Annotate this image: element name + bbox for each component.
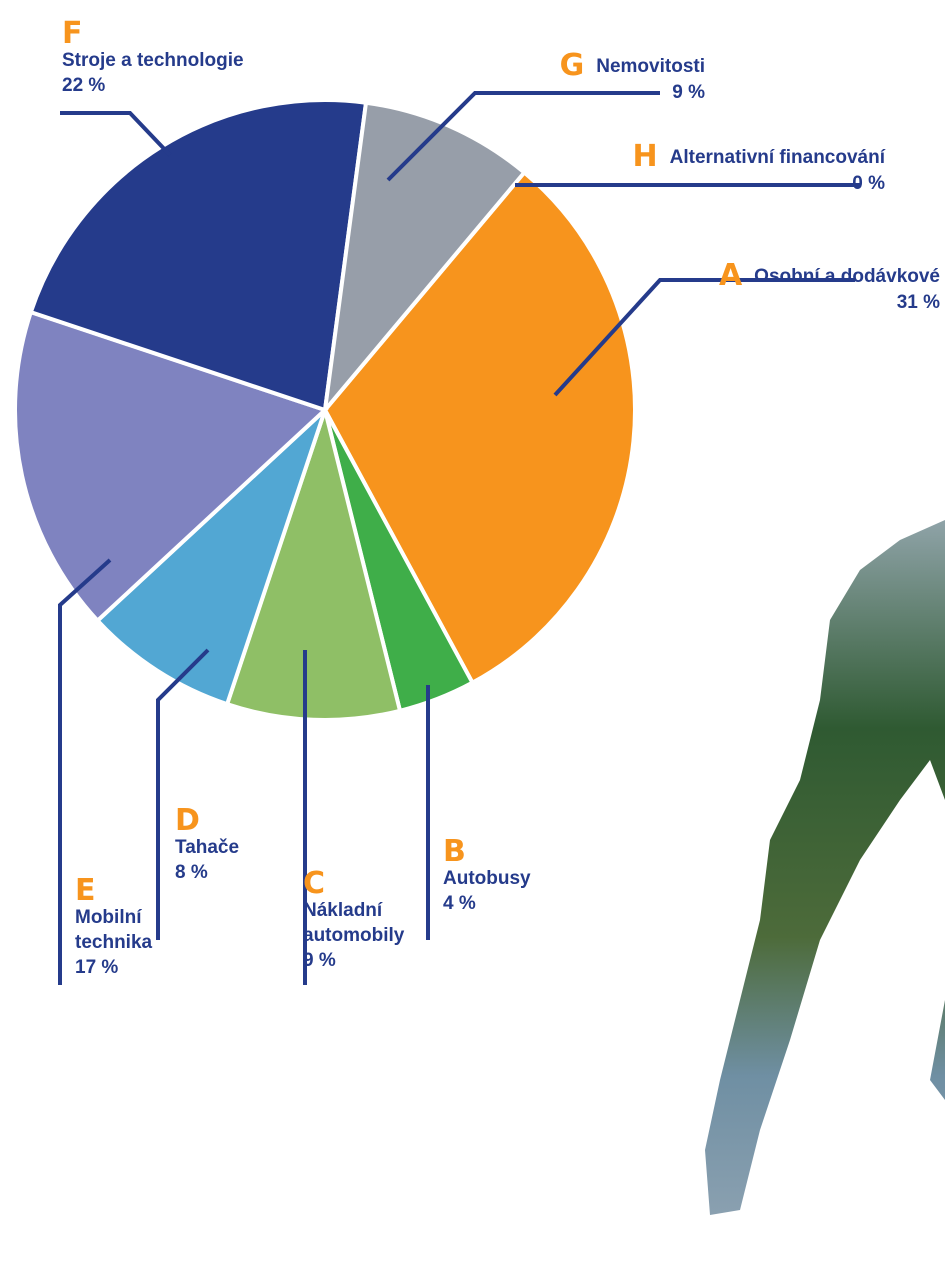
category-label: Alternativní financování <box>669 147 885 168</box>
leader-lines <box>58 91 860 985</box>
category-label: Nemovitosti <box>596 56 705 77</box>
leader-line <box>156 648 210 940</box>
slice-letter: F <box>62 16 83 51</box>
label-line: G Nemovitosti <box>559 48 705 83</box>
decorative-silhouette <box>705 520 945 1215</box>
slice-letter: D <box>175 803 200 838</box>
value-label: 17 % <box>75 957 119 978</box>
leader-line <box>386 91 660 182</box>
value-label: 31 % <box>896 292 940 313</box>
leader-line <box>60 111 172 157</box>
slice-letter: E <box>75 873 96 908</box>
slice-label: H Alternativní financování 0 % <box>632 139 885 196</box>
category-label: Nákladní automobily <box>303 900 405 946</box>
slice-letter: A <box>718 258 743 293</box>
slice-letter: B <box>443 834 466 869</box>
slice-letter: H <box>632 139 658 174</box>
slice-letter: C <box>303 866 326 901</box>
label-line: A Osobní a dodávkové <box>718 258 940 293</box>
slice-label: F Stroje a technologie 22 % <box>62 16 362 98</box>
leader-line <box>58 558 112 985</box>
category-label: Mobilní technika <box>75 907 153 953</box>
value-label: 0 % <box>852 173 885 194</box>
slice-label: G Nemovitosti 9 % <box>559 48 705 105</box>
label-line: H Alternativní financování <box>632 139 885 174</box>
value-label: 22 % <box>62 75 106 96</box>
value-label: 9 % <box>303 950 336 971</box>
category-label: Stroje a technologie <box>62 50 244 71</box>
slice-letter: G <box>559 48 585 83</box>
category-label: Osobní a dodávkové <box>754 266 940 287</box>
category-label: Autobusy <box>443 868 531 889</box>
pie-slice <box>322 169 637 686</box>
pie-slice <box>322 100 528 417</box>
category-label: Tahače <box>175 837 240 858</box>
pie-slice <box>224 402 403 722</box>
slice-label: B Autobusy 4 % <box>443 834 583 916</box>
slice-label: E Mobilní technika 17 % <box>75 873 185 980</box>
slice-label: D Tahače 8 % <box>175 803 295 885</box>
leader-line <box>553 278 855 397</box>
value-label: 4 % <box>443 893 476 914</box>
pie-slice <box>94 408 327 707</box>
slice-label: A Osobní a dodávkové 31 % <box>718 258 940 315</box>
value-label: 8 % <box>175 862 208 883</box>
slice-label: C Nákladní automobily 9 % <box>303 866 433 973</box>
value-label: 9 % <box>672 82 705 103</box>
